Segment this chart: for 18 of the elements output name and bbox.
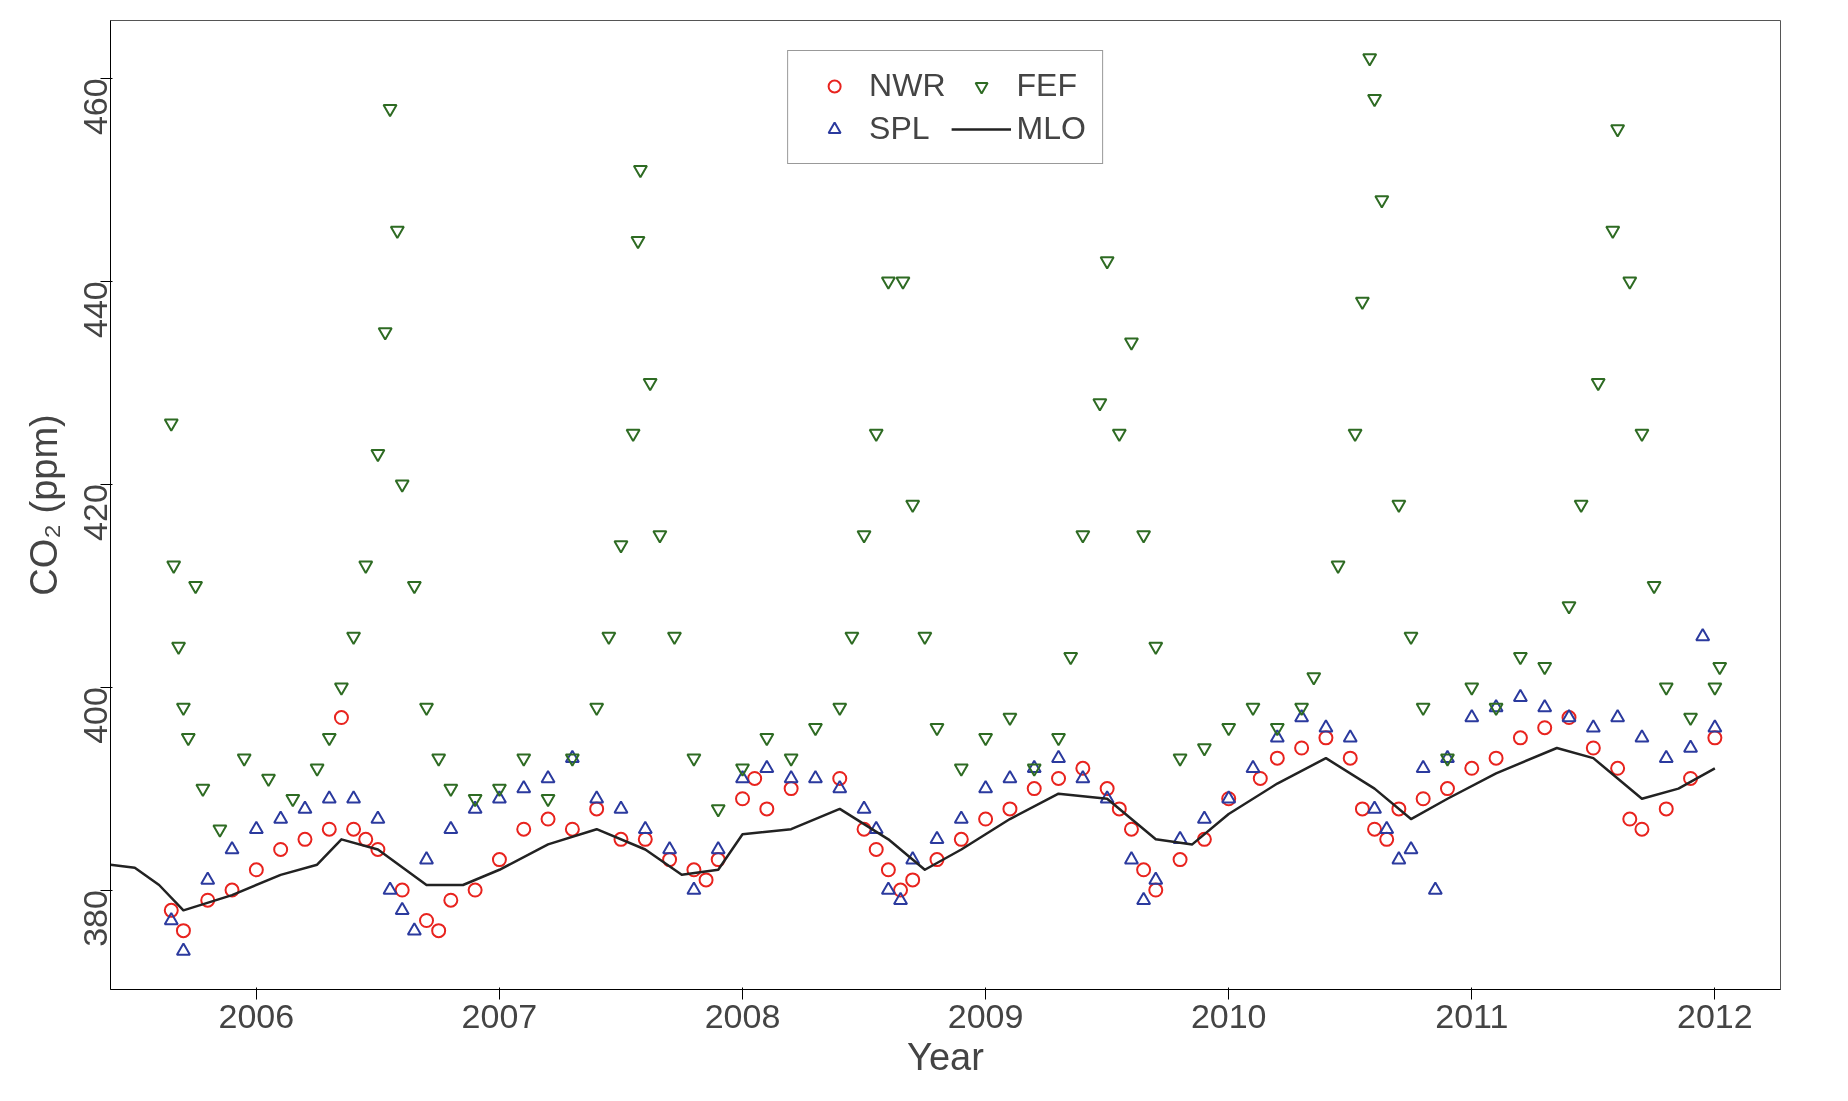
x-tick-label: 2012 <box>1677 996 1753 1035</box>
y-tick-label: 440 <box>76 281 114 338</box>
y-tick-label: 380 <box>76 890 114 947</box>
y-tick-label: 400 <box>76 687 114 744</box>
x-tick-label: 2006 <box>218 996 295 1035</box>
x-tick-label: 2011 <box>1435 996 1509 1035</box>
legend-label: MLO <box>1016 110 1086 147</box>
y-axis-title: CO₂ (ppm) <box>22 414 65 596</box>
legend-label: NWR <box>869 67 946 104</box>
legend-label: FEF <box>1016 67 1077 104</box>
x-tick-label: 2010 <box>1190 996 1267 1035</box>
y-tick-label: 460 <box>76 78 114 136</box>
x-tick-label: 2008 <box>704 996 781 1035</box>
x-tick-label: 2007 <box>461 996 538 1035</box>
y-tick-label: 420 <box>76 484 114 541</box>
legend-label: SPL <box>869 110 930 147</box>
x-axis-title: Year <box>907 1035 985 1078</box>
x-tick-label: 2009 <box>947 996 1024 1035</box>
